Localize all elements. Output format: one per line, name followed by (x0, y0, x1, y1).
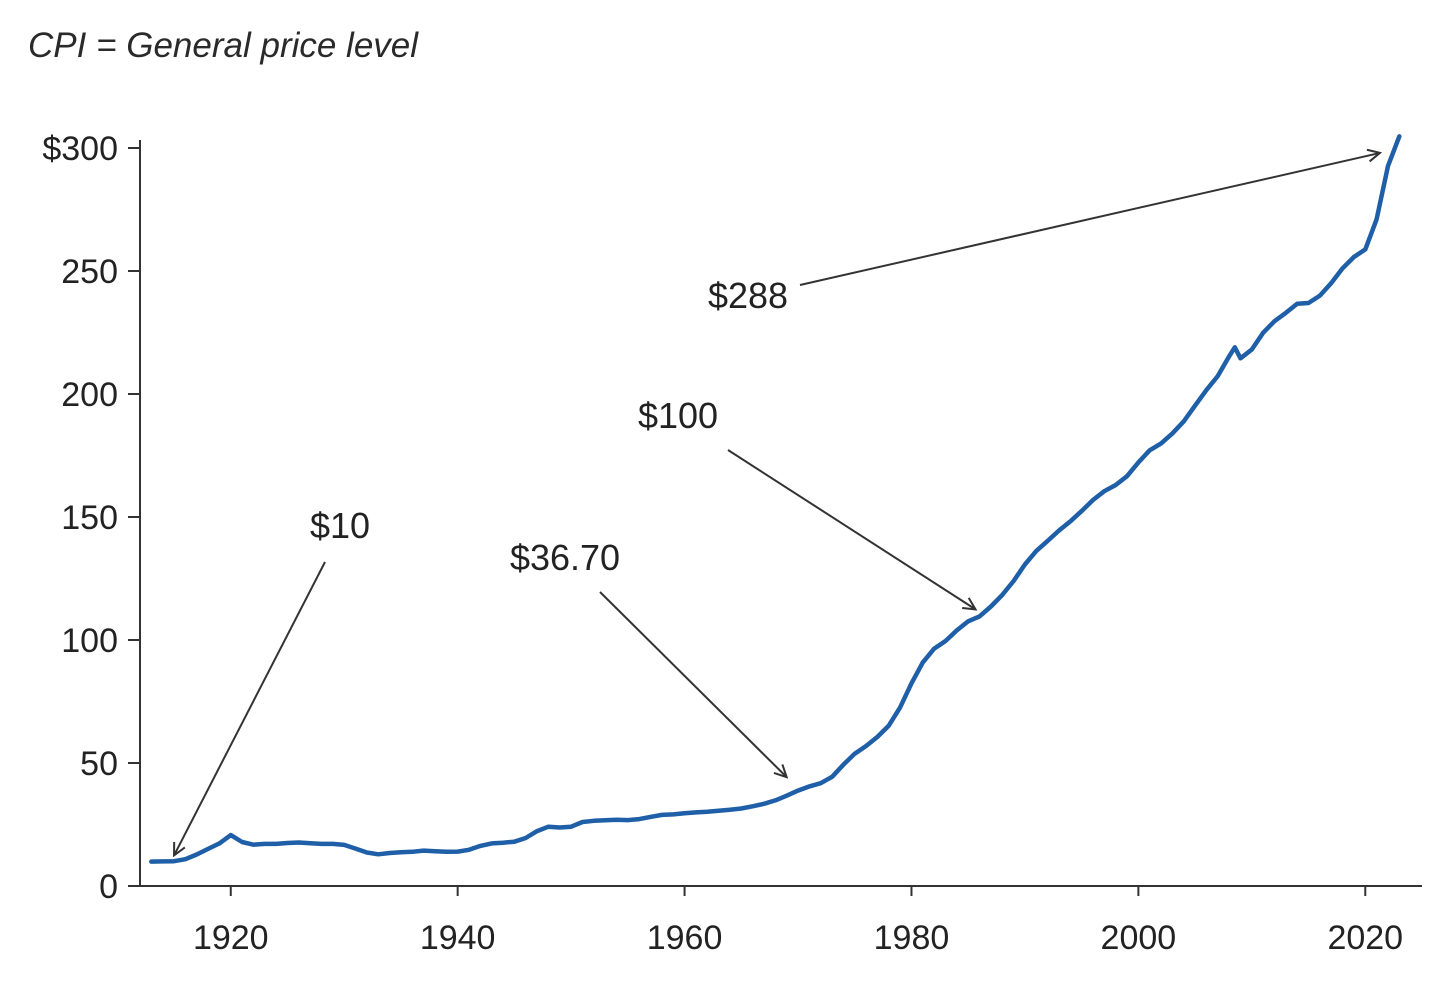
y-tick-label: 150 (61, 499, 118, 537)
x-tick-label: 1980 (874, 919, 950, 957)
axes-group: 1920 1940 1960 1980 2000 2020 0 50 100 150 200 250 $… (42, 130, 1422, 957)
y-tick-label: $300 (42, 130, 118, 168)
y-tick-label: 50 (80, 745, 118, 783)
chart-title: CPI = General price level (28, 26, 419, 65)
series-group (149, 134, 1402, 864)
annotation-arrow (599, 591, 787, 777)
y-tick-label: 200 (61, 376, 118, 414)
x-tick-label: 1940 (420, 919, 496, 957)
annotation-label: $36.70 (510, 537, 620, 578)
cpi-series-line (149, 134, 1402, 864)
annotation-arrow (174, 561, 326, 855)
annotation-label: $288 (708, 275, 788, 316)
x-tick-label: 2000 (1101, 919, 1177, 957)
x-tick-label: 1960 (647, 919, 723, 957)
y-tick-label: 0 (99, 868, 118, 906)
y-tick-label: 100 (61, 622, 118, 660)
annotation-label: $10 (310, 505, 370, 546)
annotations-group: $10 $36.70 $100 $288 (174, 153, 1380, 855)
y-tick-label: 250 (61, 253, 118, 291)
x-tick-label: 2020 (1327, 919, 1403, 957)
annotation-arrow (727, 449, 976, 609)
annotation-label: $100 (638, 395, 718, 436)
annotation-arrow (799, 153, 1380, 286)
x-tick-label: 1920 (193, 919, 269, 957)
